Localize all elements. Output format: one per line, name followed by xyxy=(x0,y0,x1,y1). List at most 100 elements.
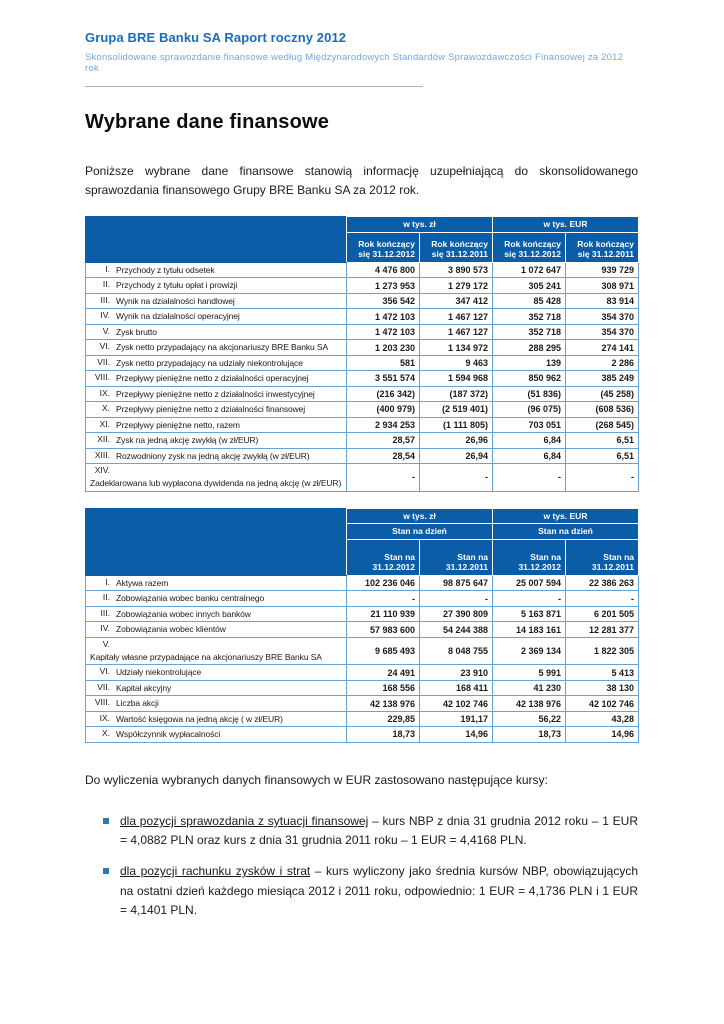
row-numeral: XII. xyxy=(97,434,110,445)
value-cell-eur-2012: 56,22 xyxy=(492,710,566,728)
value-cell-pln-2011: 42 102 746 xyxy=(419,695,493,712)
bullet-rest-text: – kurs wyliczony jako średnia kursów NBP… xyxy=(120,864,638,917)
value-cell-eur-2011: 6,51 xyxy=(565,447,639,465)
bullet-text: dla pozycji sprawozdania z sytuacji fina… xyxy=(120,812,638,850)
row-label-cell: IV. Zobowiązania wobec klientów xyxy=(85,621,347,638)
value-cell-pln-2012: 21 110 939 xyxy=(346,605,420,623)
table-row: XII. Zysk na jedną akcję zwykłą (w zł/EUR… xyxy=(85,432,639,449)
value-cell-eur-2012: 5 991 xyxy=(492,664,566,681)
rates-bullet-list: dla pozycji sprawozdania z sytuacji fina… xyxy=(85,812,638,920)
column-header: Stan na 31.12.2011 xyxy=(419,538,493,576)
row-label-cell: III. Zobowiązania wobec innych banków xyxy=(85,605,347,623)
value-cell-eur-2011: - xyxy=(565,463,639,492)
sub-header-as-of: Stan na dzień xyxy=(492,523,639,540)
table2-corner-cell xyxy=(85,507,347,576)
value-cell-pln-2011: 9 463 xyxy=(419,354,493,372)
value-cell-pln-2012: 28,57 xyxy=(346,432,420,449)
value-cell-pln-2011: 1 467 127 xyxy=(419,323,493,341)
value-cell-eur-2011: 83 914 xyxy=(565,292,639,310)
row-numeral: IX. xyxy=(99,387,110,398)
table-row: II. Zobowiązania wobec banku centralnego … xyxy=(85,590,639,607)
row-numeral: I. xyxy=(105,576,110,587)
value-cell-pln-2011: - xyxy=(419,463,493,492)
table-row: X. Współczynnik wypłacalności 18,73 14,96… xyxy=(85,726,639,743)
table-row: III. Zobowiązania wobec innych banków 21 … xyxy=(85,605,639,623)
row-numeral: II. xyxy=(102,592,110,603)
row-numeral: VI. xyxy=(99,341,110,352)
value-cell-pln-2011: 168 411 xyxy=(419,679,493,697)
value-cell-eur-2012: 850 962 xyxy=(492,370,566,387)
table-row: XIV. Zadeklarowana lub wypłacona dywidend… xyxy=(85,463,639,492)
table1-body: I. Przychody z tytułu odsetek 4 476 800 3… xyxy=(85,261,639,492)
income-statement-table: w tys. zł w tys. EUR Rok kończący się 31… xyxy=(85,216,639,492)
bullet-rest-text: – kurs NBP z dnia 31 grudnia 2012 roku –… xyxy=(120,813,638,848)
value-cell-eur-2012: 41 230 xyxy=(492,679,566,697)
row-label-cell: IX. Przepływy pieniężne netto z działalno… xyxy=(85,385,347,403)
bullet-underlined-phrase: dla pozycji sprawozdania z sytuacji fina… xyxy=(120,813,369,828)
table-row: II. Przychody z tytułu opłat i prowizji 1… xyxy=(85,277,639,294)
row-label: Wartość księgowa na jedną akcję ( w zł/E… xyxy=(116,713,283,724)
row-label: Przepływy pieniężne netto z działalności… xyxy=(116,373,309,384)
table-row: IX. Przepływy pieniężne netto z działalno… xyxy=(85,385,639,403)
value-cell-pln-2011: 98 875 647 xyxy=(419,574,493,592)
value-cell-eur-2012: 85 428 xyxy=(492,292,566,310)
row-label: Zobowiązania wobec banku centralnego xyxy=(116,593,265,604)
value-cell-eur-2011: 2 286 xyxy=(565,354,639,372)
value-cell-eur-2012: 352 718 xyxy=(492,323,566,341)
row-label: Udziały niekontrolujące xyxy=(116,667,202,678)
row-label: Przepływy pieniężne netto z działalności… xyxy=(116,404,306,415)
table-row: IX. Wartość księgowa na jedną akcję ( w z… xyxy=(85,710,639,728)
row-label: Zysk netto przypadający na udziały nieko… xyxy=(116,357,303,368)
table-row: III. Wynik na działalności handlowej 356 … xyxy=(85,292,639,310)
row-label-cell: VI. Zysk netto przypadający na akcjonariu… xyxy=(85,339,347,356)
bullet-square-icon xyxy=(103,817,109,824)
value-cell-eur-2012: 288 295 xyxy=(492,339,566,356)
row-label-cell: V. Zysk brutto xyxy=(85,323,347,341)
table-row: I. Przychody z tytułu odsetek 4 476 800 3… xyxy=(85,261,639,279)
value-cell-eur-2011: 354 370 xyxy=(565,308,639,325)
value-cell-pln-2012: (216 342) xyxy=(346,385,420,403)
row-label-cell: XII. Zysk na jedną akcję zwykłą (w zł/EUR… xyxy=(85,432,347,449)
value-cell-eur-2012: 18,73 xyxy=(492,726,566,743)
value-cell-eur-2012: - xyxy=(492,590,566,607)
value-cell-pln-2012: 3 551 574 xyxy=(346,370,420,387)
value-cell-eur-2012: 2 369 134 xyxy=(492,636,566,666)
row-label: Kapitały własne przypadające na akcjonar… xyxy=(90,651,322,662)
value-cell-eur-2012: (51 836) xyxy=(492,385,566,403)
group-header-pln: w tys. zł xyxy=(346,216,493,233)
value-cell-eur-2011: 6 201 505 xyxy=(565,605,639,623)
row-label-cell: VIII. Przepływy pieniężne netto z działal… xyxy=(85,370,347,387)
sub-header-as-of: Stan na dzień xyxy=(346,523,493,540)
value-cell-pln-2011: 8 048 755 xyxy=(419,636,493,666)
group-header-pln: w tys. zł xyxy=(346,507,493,525)
value-cell-eur-2012: (96 075) xyxy=(492,401,566,418)
row-label: Przychody z tytułu opłat i prowizji xyxy=(116,280,238,291)
row-label: Zysk netto przypadający na akcjonariuszy… xyxy=(116,342,329,353)
value-cell-pln-2012: 168 556 xyxy=(346,679,420,697)
bullet-item-financial-position: dla pozycji sprawozdania z sytuacji fina… xyxy=(103,812,638,850)
row-label-cell: VII. Zysk netto przypadający na udziały n… xyxy=(85,354,347,372)
table-row: IV. Wynik na działalności operacyjnej 1 4… xyxy=(85,308,639,325)
row-label: Wynik na działalności operacyjnej xyxy=(116,311,240,322)
row-numeral: III. xyxy=(100,607,110,618)
column-header: Stan na 31.12.2012 xyxy=(346,538,420,576)
value-cell-eur-2012: 14 183 161 xyxy=(492,621,566,638)
value-cell-eur-2011: (268 545) xyxy=(565,416,639,434)
table2-header: w tys. zł w tys. EUR Stan na dzień Stan … xyxy=(85,507,639,576)
value-cell-pln-2011: (2 519 401) xyxy=(419,401,493,418)
table-row: XIII. Rozwodniony zysk na jedną akcję zwy… xyxy=(85,447,639,465)
page-title: Wybrane dane finansowe xyxy=(85,111,330,133)
row-label-cell: V. Kapitały własne przypadające na akcjon… xyxy=(85,636,347,666)
row-numeral: IX. xyxy=(99,712,110,723)
value-cell-eur-2012: 1 072 647 xyxy=(492,261,566,279)
value-cell-eur-2012: 6,84 xyxy=(492,447,566,465)
value-cell-pln-2011: 27 390 809 xyxy=(419,605,493,623)
row-label-cell: X. Przepływy pieniężne netto z działalnoś… xyxy=(85,401,347,418)
value-cell-eur-2012: 305 241 xyxy=(492,277,566,294)
value-cell-eur-2011: 939 729 xyxy=(565,261,639,279)
row-numeral: VIII. xyxy=(94,372,110,383)
value-cell-eur-2011: 22 386 263 xyxy=(565,574,639,592)
table-row: I. Aktywa razem 102 236 046 98 875 647 25… xyxy=(85,574,639,592)
value-cell-pln-2012: 9 685 493 xyxy=(346,636,420,666)
value-cell-pln-2011: 1 134 972 xyxy=(419,339,493,356)
